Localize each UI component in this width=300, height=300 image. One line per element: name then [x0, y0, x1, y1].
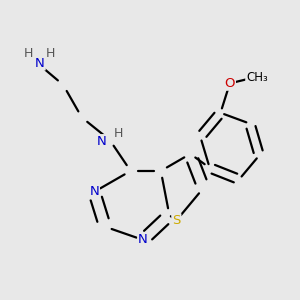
Text: N: N	[96, 135, 106, 148]
Text: N: N	[35, 57, 45, 70]
Text: H: H	[113, 127, 123, 140]
Text: H: H	[24, 47, 33, 60]
Text: N: N	[89, 185, 99, 198]
Text: O: O	[225, 77, 235, 90]
Text: S: S	[172, 214, 181, 227]
Text: N: N	[138, 233, 148, 246]
Text: H: H	[45, 47, 55, 60]
Text: CH₃: CH₃	[246, 71, 268, 84]
